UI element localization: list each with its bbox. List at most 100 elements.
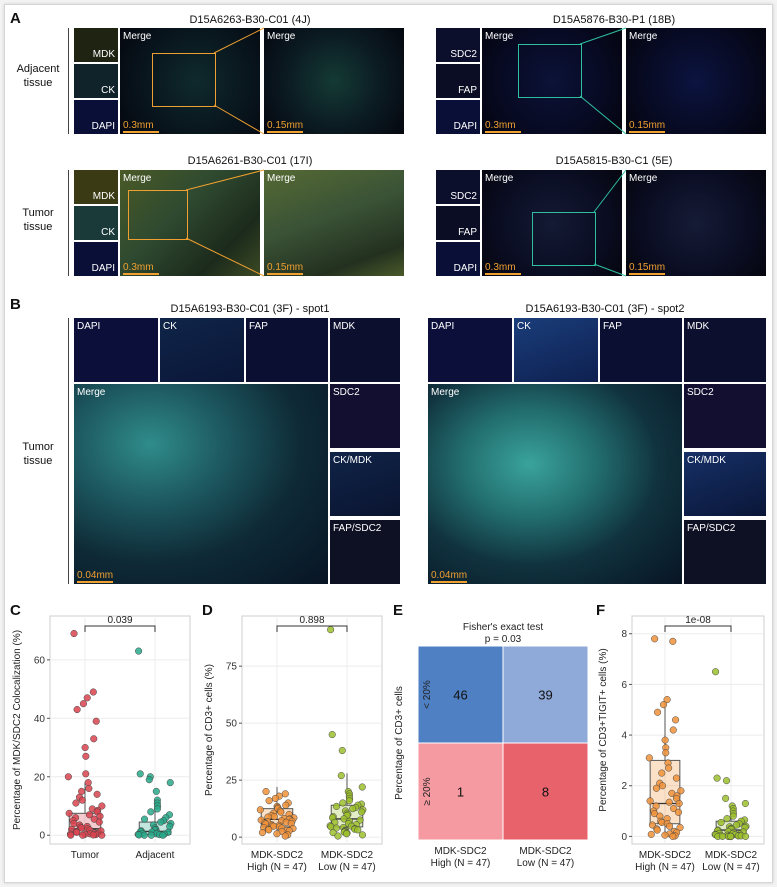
data-point — [147, 831, 155, 839]
scale-bar: 0.3mm — [485, 262, 521, 275]
channel-label: FAP/SDC2 — [687, 523, 736, 534]
data-point — [338, 746, 346, 755]
channel-label: MDK — [687, 321, 710, 332]
panel-b-row-label: Tumor tissue — [22, 441, 54, 467]
merge-zoom-image: Merge 0.15mm — [264, 28, 404, 134]
data-point — [646, 797, 654, 805]
data-point — [277, 808, 285, 816]
data-point — [85, 784, 93, 793]
data-point — [73, 828, 81, 836]
data-point — [140, 831, 148, 839]
merge-label: Merge — [77, 387, 106, 398]
channel-label: DAPI — [453, 121, 477, 132]
channel-tile: FAP/SDC2 — [684, 520, 766, 584]
panel-b-title-2: D15A6193-B30-C01 (3F) - spot2 — [525, 303, 685, 315]
channel-tile: CK — [514, 318, 598, 382]
merge-label: Merge — [123, 173, 152, 184]
data-point — [166, 779, 174, 787]
p-value-label: 1e-08 — [685, 615, 711, 626]
data-point — [661, 736, 669, 744]
connector-line — [213, 104, 265, 135]
connector-line — [593, 169, 627, 213]
data-point — [669, 637, 677, 645]
y-tick-label: 6 — [621, 680, 627, 691]
channel-tile: MDK — [330, 318, 400, 382]
data-point — [662, 749, 670, 757]
data-point — [90, 735, 98, 743]
p-value-label: 0.039 — [107, 615, 132, 626]
significance-bracket — [664, 625, 732, 632]
channel-tile: MDK — [74, 28, 118, 62]
data-point — [328, 731, 336, 739]
y-tick-label: 0 — [621, 832, 627, 843]
channel-tile: SDC2 — [684, 384, 766, 448]
chart-d: 0 25 50 75 Percentage of CD3+ cells (%) 0.898… — [204, 615, 383, 873]
channel-label: CK — [163, 321, 177, 332]
significance-bracket — [276, 625, 348, 632]
x-tick-label: MDK-SDC2 High (N = 47) — [247, 850, 307, 873]
data-point — [67, 831, 75, 839]
data-point — [140, 815, 149, 823]
data-point — [95, 818, 103, 826]
data-point — [65, 809, 73, 817]
channel-tile: CK — [74, 206, 118, 240]
data-point — [332, 802, 341, 810]
x-tick-label: Adjacent — [136, 850, 175, 861]
data-point — [64, 773, 72, 781]
channel-label: SDC2 — [450, 49, 477, 60]
data-point — [166, 822, 174, 831]
merge-label: Merge — [123, 31, 152, 42]
data-point — [89, 831, 97, 839]
channel-tile: DAPI — [436, 100, 480, 134]
channel-label: SDC2 — [687, 387, 714, 398]
table-cell-value: 39 — [538, 688, 552, 703]
merge-overview-image: Merge 0.3mm — [120, 170, 260, 276]
data-point — [256, 806, 264, 814]
data-point — [661, 831, 669, 839]
data-point — [72, 799, 80, 807]
row-label: ≥ 20% — [422, 777, 433, 805]
merge-label: Merge — [267, 173, 296, 184]
data-point — [672, 716, 680, 724]
data-point — [262, 788, 270, 796]
row-label: < 20% — [422, 680, 433, 709]
channel-tile: FAP — [600, 318, 682, 382]
merge-label: Merge — [485, 31, 514, 42]
data-point — [742, 832, 750, 840]
data-point — [70, 629, 78, 638]
data-point — [658, 782, 667, 790]
panel-a-zoom-connectors — [185, 27, 627, 277]
p-value-label: 0.898 — [299, 615, 324, 626]
panel-label-a: A — [10, 10, 21, 27]
channel-label: FAP/SDC2 — [333, 523, 382, 534]
data-point — [145, 776, 153, 784]
channel-label: SDC2 — [450, 191, 477, 202]
channel-tile: FAP — [436, 206, 480, 240]
data-point — [96, 812, 104, 820]
panel-a-row-bracket — [68, 170, 69, 276]
scale-bar: 0.15mm — [267, 262, 304, 275]
data-point — [273, 830, 281, 838]
data-point — [722, 794, 730, 802]
y-tick-label: 20 — [34, 772, 46, 783]
data-point — [354, 826, 362, 834]
channel-label: MDK — [333, 321, 356, 332]
data-point — [651, 635, 659, 643]
data-point — [265, 826, 273, 834]
data-point — [723, 777, 731, 785]
channel-label: CK — [101, 227, 115, 238]
y-tick-label: 8 — [621, 629, 627, 640]
connector-line — [579, 95, 627, 135]
connector-line — [579, 27, 627, 45]
scale-bar: 0.04mm — [77, 570, 114, 583]
zoom-region-box — [152, 53, 216, 107]
data-point — [345, 797, 353, 805]
zoom-region-box — [128, 190, 188, 240]
channel-tile: MDK — [74, 170, 118, 204]
data-point — [73, 705, 81, 714]
channel-tile: CK — [74, 64, 118, 98]
connector-line — [185, 237, 265, 277]
data-point — [82, 770, 90, 778]
channel-label: FAP — [249, 321, 268, 332]
channel-tile: SDC2 — [330, 384, 400, 448]
